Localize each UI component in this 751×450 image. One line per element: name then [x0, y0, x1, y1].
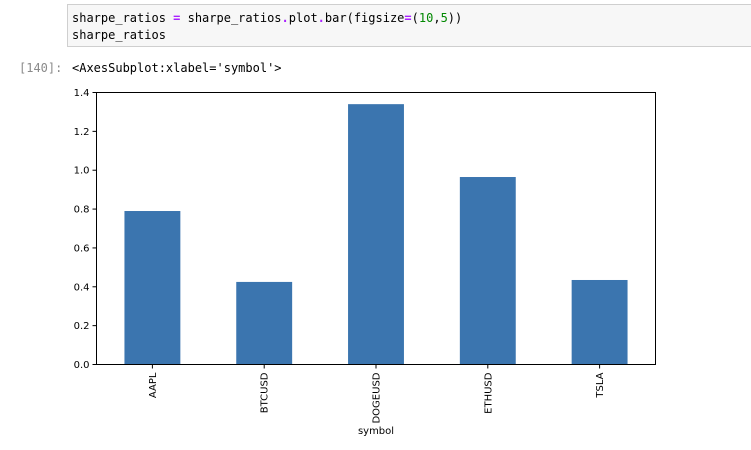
y-tick-label: 1.4: [74, 88, 90, 99]
code-token-paren: (: [411, 11, 419, 25]
code-token-number: 5: [440, 11, 448, 25]
y-tick-label: 1.0: [74, 166, 90, 177]
code-token-paren: ): [455, 11, 463, 25]
plot-frame: [96, 92, 656, 365]
code-token-variable: sharpe_ratios: [72, 11, 166, 25]
code-token-assign: =: [165, 11, 188, 25]
code-token-attribute: bar: [324, 11, 347, 25]
y-tick-label: 0.2: [74, 321, 90, 332]
code-token-dot: .: [317, 11, 325, 25]
bar-dogeusd: [348, 104, 404, 365]
y-tick-label: 0.0: [74, 360, 90, 371]
code-token-assign: =: [404, 11, 412, 25]
y-tick-label: 0.4: [74, 282, 90, 293]
code-token-dot: .: [281, 11, 289, 25]
x-axis-label: symbol: [358, 426, 394, 437]
output-repr: <AxesSubplot:xlabel='symbol'>: [72, 61, 282, 75]
x-tick-label: BTCUSD: [260, 372, 271, 413]
x-tick-label: ETHUSD: [483, 372, 494, 414]
code-token-kwarg: figsize: [353, 11, 405, 25]
x-tick-label: TSLA: [595, 372, 606, 398]
code-line-1: sharpe_ratios = sharpe_ratios.plot.bar(f…: [72, 10, 462, 26]
bars-group: [124, 104, 628, 365]
bar-tsla: [571, 279, 628, 365]
y-tick-label: 0.6: [74, 243, 90, 254]
y-tick-label: 1.2: [74, 127, 90, 138]
bar-aapl: [124, 211, 181, 365]
x-tick-label: DOGEUSD: [372, 372, 383, 423]
code-token-paren: ): [447, 11, 456, 25]
code-token-number: 10: [418, 11, 434, 25]
y-tick-label: 0.8: [74, 205, 90, 216]
code-line-2: sharpe_ratios: [72, 28, 166, 42]
code-token-attribute: plot: [288, 11, 318, 25]
code-input-cell[interactable]: sharpe_ratios = sharpe_ratios.plot.bar(f…: [67, 4, 751, 47]
x-axis: AAPL BTCUSD DOGEUSD ETHUSD TSLA: [148, 364, 606, 424]
bar-btcusd: [236, 281, 293, 365]
output-prompt: [140]:: [19, 61, 63, 75]
x-tick-label: AAPL: [148, 372, 159, 398]
code-token-comma: ,: [433, 11, 441, 25]
code-token-object: sharpe_ratios: [187, 11, 282, 25]
code-token-paren: (: [346, 11, 354, 25]
y-axis: 0.0 0.2 0.4 0.6 0.8 1.0 1.2 1.4: [74, 88, 97, 371]
bar-ethusd: [459, 177, 516, 365]
